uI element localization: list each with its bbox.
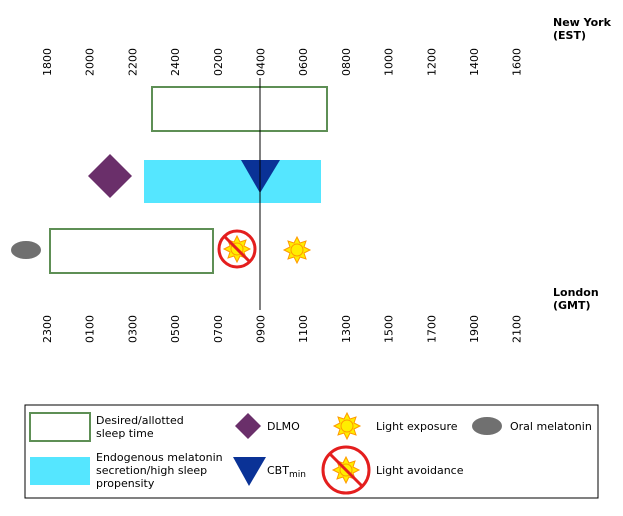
legend-dlmo-diamond-icon	[235, 413, 261, 439]
legend-sleep-line-1: Desired/allotted	[96, 414, 184, 427]
legend-light-avoidance-label: Light avoidance	[376, 464, 464, 477]
legend-oral-melatonin-label: Oral melatonin	[510, 420, 592, 433]
legend-melatonin-line-2: secretion/high sleep	[96, 464, 207, 477]
bottom-zone-label: (GMT)	[553, 299, 591, 312]
legend-light-exposure-label: Light exposure	[376, 420, 458, 433]
legend-cbt-min-triangle-icon	[233, 457, 266, 486]
top-city-label: New York	[553, 16, 612, 29]
legend-light-avoidance-icon	[321, 445, 371, 495]
legend-cbt-min-label: CBTmin	[267, 464, 306, 480]
bottom-city-label: London	[553, 286, 599, 299]
legend-box	[24, 404, 599, 499]
london-sleep-box	[49, 228, 214, 274]
top-tick-label: 0600	[297, 48, 310, 76]
bottom-tick-label: 0700	[212, 315, 225, 343]
bottom-tick-label: 1500	[383, 315, 396, 343]
bottom-tick-label: 1700	[425, 315, 438, 343]
top-tick-label: 2400	[169, 48, 182, 76]
oral-melatonin-icon	[11, 241, 41, 259]
new-york-sleep-box	[151, 86, 328, 132]
dlmo-diamond-icon	[88, 154, 132, 198]
bottom-tick-label: 0900	[255, 315, 268, 343]
bottom-tick-label: 0500	[169, 315, 182, 343]
light-exposure-icon	[283, 236, 311, 264]
top-tick-label: 0400	[255, 48, 268, 76]
bottom-tick-label: 1100	[297, 315, 310, 343]
top-tick-label: 1400	[468, 48, 481, 76]
top-tick-label: 1200	[425, 48, 438, 76]
legend-melatonin-swatch	[30, 457, 90, 485]
bottom-tick-label: 2300	[41, 315, 54, 343]
top-zone-label: (EST)	[553, 29, 586, 42]
legend-sleep-line-2: sleep time	[96, 427, 154, 440]
bottom-tick-labels: 2300 0100 0300 0500 0700 0900 1100 1300 1500 1700…	[41, 315, 524, 343]
top-tick-label: 1800	[41, 48, 54, 76]
bottom-tick-label: 1900	[468, 315, 481, 343]
legend-oral-melatonin-icon	[472, 417, 502, 435]
top-tick-label: 2200	[126, 48, 139, 76]
legend-dlmo-label: DLMO	[267, 420, 300, 433]
legend-sleep-swatch	[29, 412, 91, 442]
bottom-tick-label: 2100	[511, 315, 524, 343]
legend-melatonin-line-1: Endogenous melatonin	[96, 451, 223, 464]
top-tick-labels: 1800 2000 2200 2400 0200 0400 0600 0800 1000 1200…	[41, 48, 524, 76]
legend-melatonin-line-3: propensity	[96, 477, 155, 490]
top-tick-label: 0200	[212, 48, 225, 76]
bottom-tick-label: 1300	[340, 315, 353, 343]
melatonin-secretion-bar	[144, 160, 321, 203]
bottom-tick-label: 0100	[84, 315, 97, 343]
top-tick-label: 1000	[383, 48, 396, 76]
top-tick-label: 0800	[340, 48, 353, 76]
top-tick-label: 1600	[511, 48, 524, 76]
bottom-tick-label: 0300	[126, 315, 139, 343]
light-avoidance-icon	[217, 229, 257, 269]
legend-light-exposure-icon	[333, 412, 361, 440]
top-tick-label: 2000	[84, 48, 97, 76]
